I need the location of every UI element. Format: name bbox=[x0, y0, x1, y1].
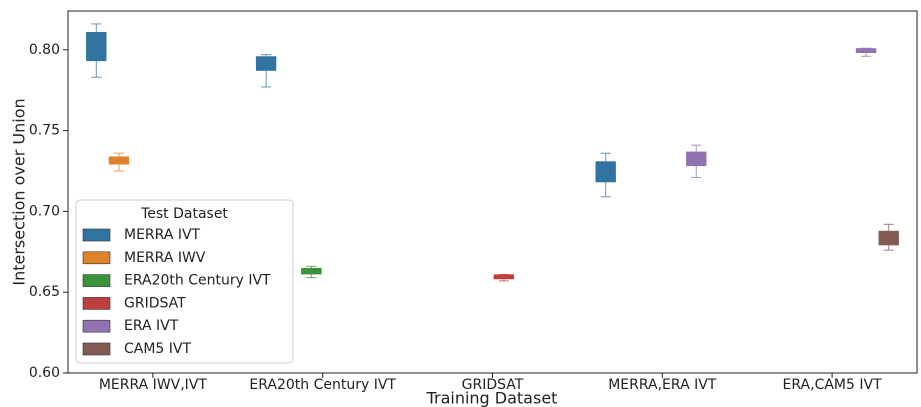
box bbox=[878, 230, 899, 246]
legend-label: ERA20th Century IVT bbox=[124, 273, 271, 289]
x-axis-label: Training Dataset bbox=[426, 389, 558, 407]
legend-label: CAM5 IVT bbox=[124, 341, 191, 357]
legend-swatch bbox=[82, 251, 111, 265]
box bbox=[108, 156, 130, 165]
box bbox=[255, 56, 277, 71]
legend: Test Dataset MERRA IVT MERRA IWV ERA20th Ce… bbox=[75, 199, 294, 364]
x-tick-label: ERA,CAM5 IVT bbox=[783, 377, 883, 393]
x-tick-label: MERRA,ERA IVT bbox=[608, 377, 717, 393]
x-tick-label: MERRA IWV,IVT bbox=[99, 377, 208, 393]
legend-label: MERRA IVT bbox=[124, 227, 201, 243]
box bbox=[595, 161, 616, 183]
legend-swatch bbox=[82, 228, 111, 242]
y-tick-label: 0.75 bbox=[29, 123, 60, 139]
box bbox=[686, 151, 707, 167]
legend-label: ERA IVT bbox=[124, 318, 179, 334]
legend-swatch bbox=[82, 274, 111, 287]
legend-label: MERRA IWV bbox=[124, 250, 206, 266]
legend-frame bbox=[75, 199, 294, 364]
x-tick-label: GRIDSAT bbox=[462, 377, 524, 393]
y-axis-label: Intersection over Union bbox=[10, 98, 29, 285]
legend-swatch bbox=[82, 297, 111, 310]
y-tick-label: 0.65 bbox=[29, 284, 60, 300]
y-tick-label: 0.80 bbox=[29, 42, 60, 58]
x-tick-label: ERA20th Century IVT bbox=[249, 377, 396, 393]
legend-title: Test Dataset bbox=[140, 206, 228, 222]
legend-label: GRIDSAT bbox=[124, 295, 186, 311]
legend-swatch bbox=[82, 319, 111, 333]
plot-frame bbox=[67, 10, 918, 374]
y-tick-label: 0.70 bbox=[29, 203, 60, 219]
legend-swatch bbox=[82, 342, 111, 356]
box bbox=[493, 274, 515, 280]
box bbox=[855, 48, 877, 54]
y-tick-label: 0.60 bbox=[29, 365, 60, 381]
